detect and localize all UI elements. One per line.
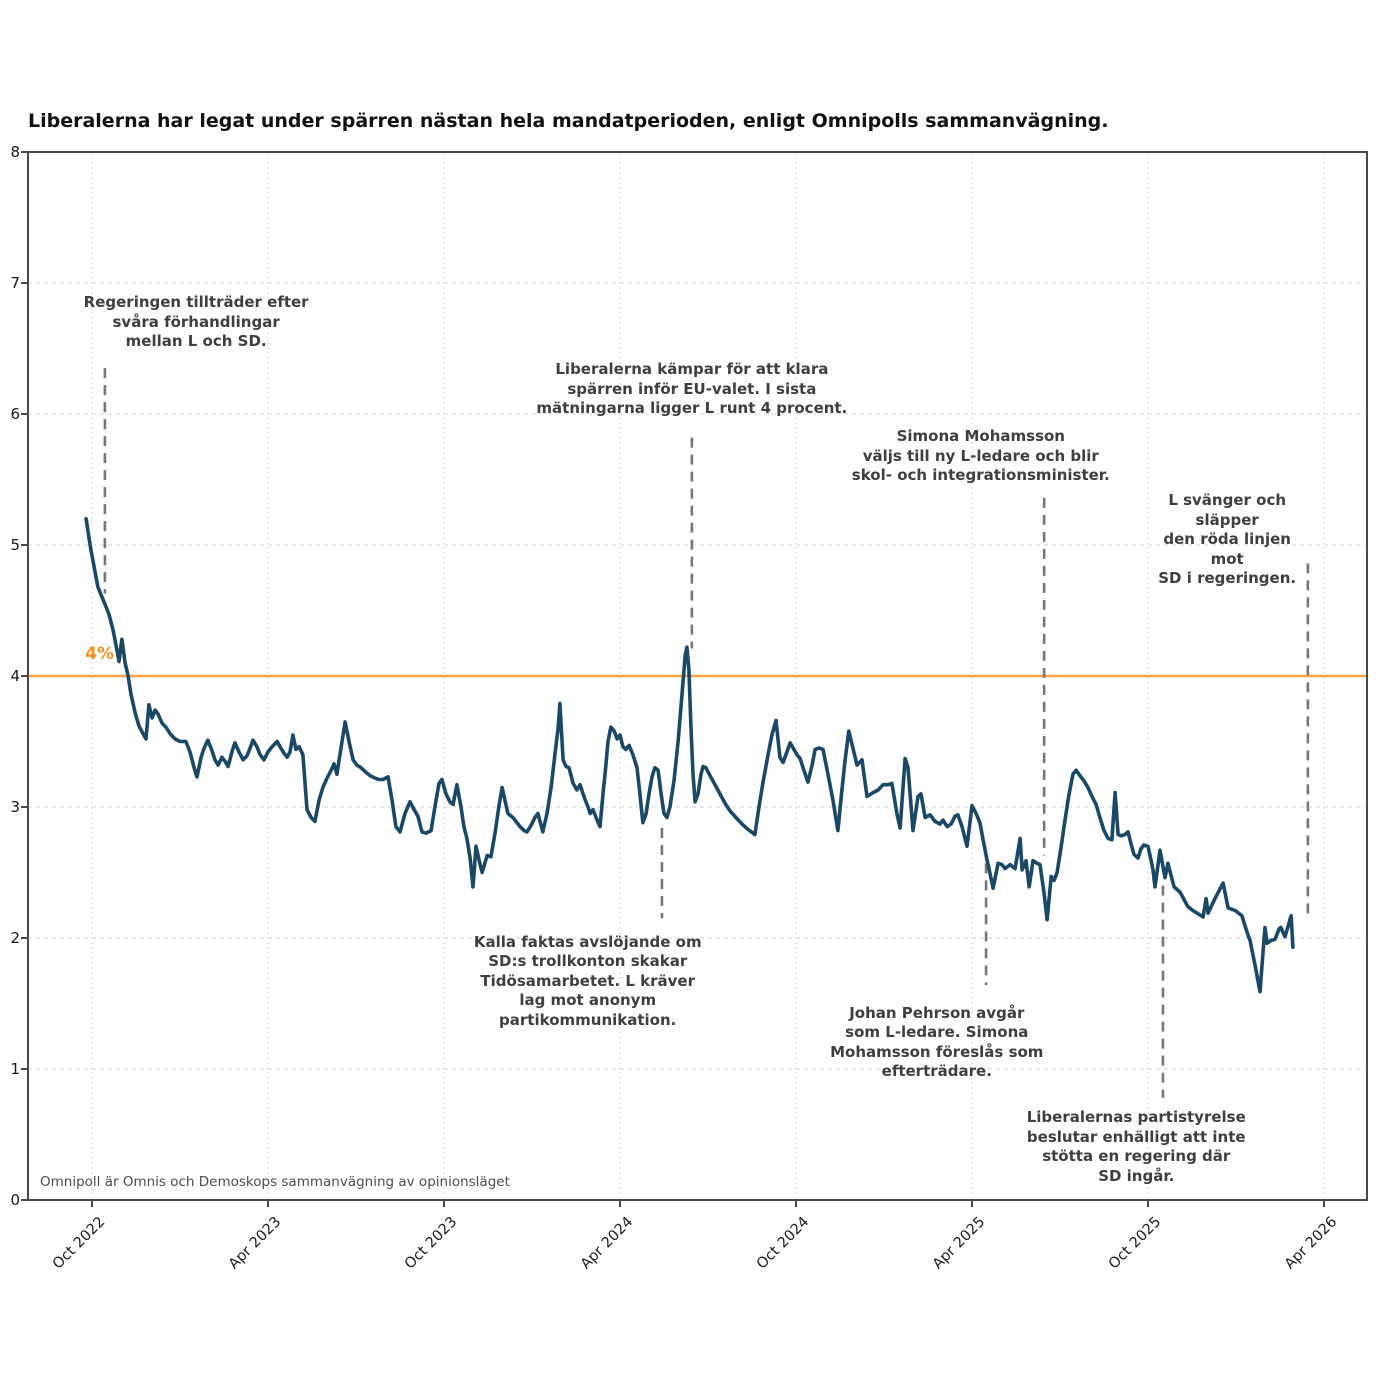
y-tick-label: 4	[10, 667, 20, 685]
annotation-text: Johan Pehrson avgår som L-ledare. Simona…	[830, 1003, 1044, 1081]
y-tick-label: 6	[10, 405, 20, 423]
annotation-text: Liberalerna kämpar för att klara spärren…	[536, 360, 848, 418]
y-tick-label: 8	[10, 143, 20, 161]
poll-series-line	[84, 516, 1295, 994]
annotation-text: L svänger och släpper den röda linjen mo…	[1158, 491, 1297, 588]
source-note: Omnipoll är Omnis och Demoskops sammanvä…	[40, 1174, 510, 1190]
y-tick-label: 0	[10, 1191, 20, 1209]
y-tick-label: 1	[10, 1060, 20, 1078]
chart-title: Liberalerna har legat under spärren näst…	[28, 110, 1109, 132]
y-tick-label: 7	[10, 274, 20, 292]
annotation-text: Simona Mohamsson väljs till ny L-ledare …	[851, 427, 1110, 485]
y-tick-label: 3	[10, 798, 20, 816]
y-tick-label: 5	[10, 536, 20, 554]
threshold-4pct-label: 4%	[85, 644, 114, 664]
annotation-text: Regeringen tillträder efter svåra förhan…	[83, 293, 309, 351]
annotation-text: Kalla faktas avslöjande om SD:s trollkon…	[473, 932, 702, 1029]
y-tick-label: 2	[10, 929, 20, 947]
annotation-text: Liberalernas partistyrelse beslutar enhä…	[1026, 1108, 1246, 1185]
